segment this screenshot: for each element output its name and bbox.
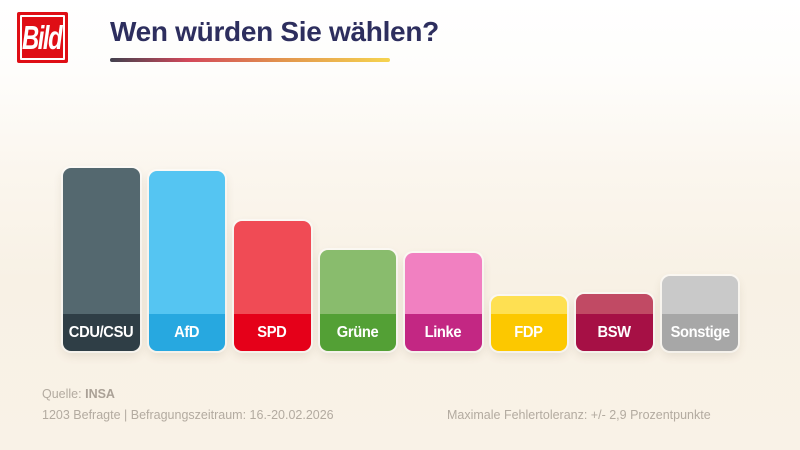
poll-bar-bsw: BSW [576, 294, 653, 351]
poll-bar-afd: AfD [148, 171, 225, 351]
bar-fill [576, 294, 653, 314]
bar-fill [63, 168, 140, 314]
source-line: Quelle: INSA [42, 384, 334, 405]
bar-fill [490, 296, 567, 314]
poll-bar-cducsu: CDU/CSU [63, 168, 140, 351]
bar-fill [234, 221, 311, 314]
bar-party-label: AfD [148, 314, 225, 351]
source-label: Quelle: [42, 387, 86, 401]
poll-bar-linke: Linke [405, 253, 482, 351]
bar-party-label: SPD [234, 314, 311, 351]
page-title: Wen würden Sie wählen? [110, 16, 439, 47]
bar-fill [405, 253, 482, 314]
bar-fill [148, 171, 225, 314]
bar-party-label: FDP [490, 314, 567, 351]
poll-bar-chart: CDU/CSU AfD SPD Grüne Linke FDP BSW [63, 0, 738, 351]
tolerance-line: Maximale Fehlertoleranz: +/- 2,9 Prozent… [447, 408, 711, 422]
bild-logo: Bild [17, 12, 68, 63]
bar-party-label: Grüne [319, 314, 396, 351]
source-value: INSA [85, 387, 115, 401]
bild-logo-frame: Bild [20, 15, 65, 60]
poll-bar-spd: SPD [234, 221, 311, 351]
bar-party-label: BSW [576, 314, 653, 351]
bar-party-label: Sonstige [661, 314, 738, 351]
poll-bar-sonstige: Sonstige [661, 276, 738, 351]
source-block: Quelle: INSA 1203 Befragte | Befragungsz… [42, 384, 334, 426]
sample-line: 1203 Befragte | Befragungszeitraum: 16.-… [42, 408, 334, 422]
poll-bar-fdp: FDP [490, 296, 567, 351]
bild-logo-text: Bild [21, 19, 62, 56]
bar-fill [661, 276, 738, 314]
poll-bar-grne: Grüne [319, 250, 396, 351]
bar-party-label: CDU/CSU [63, 314, 140, 351]
bar-party-label: Linke [405, 314, 482, 351]
title-underline-gradient [110, 58, 390, 62]
bar-fill [319, 250, 396, 314]
